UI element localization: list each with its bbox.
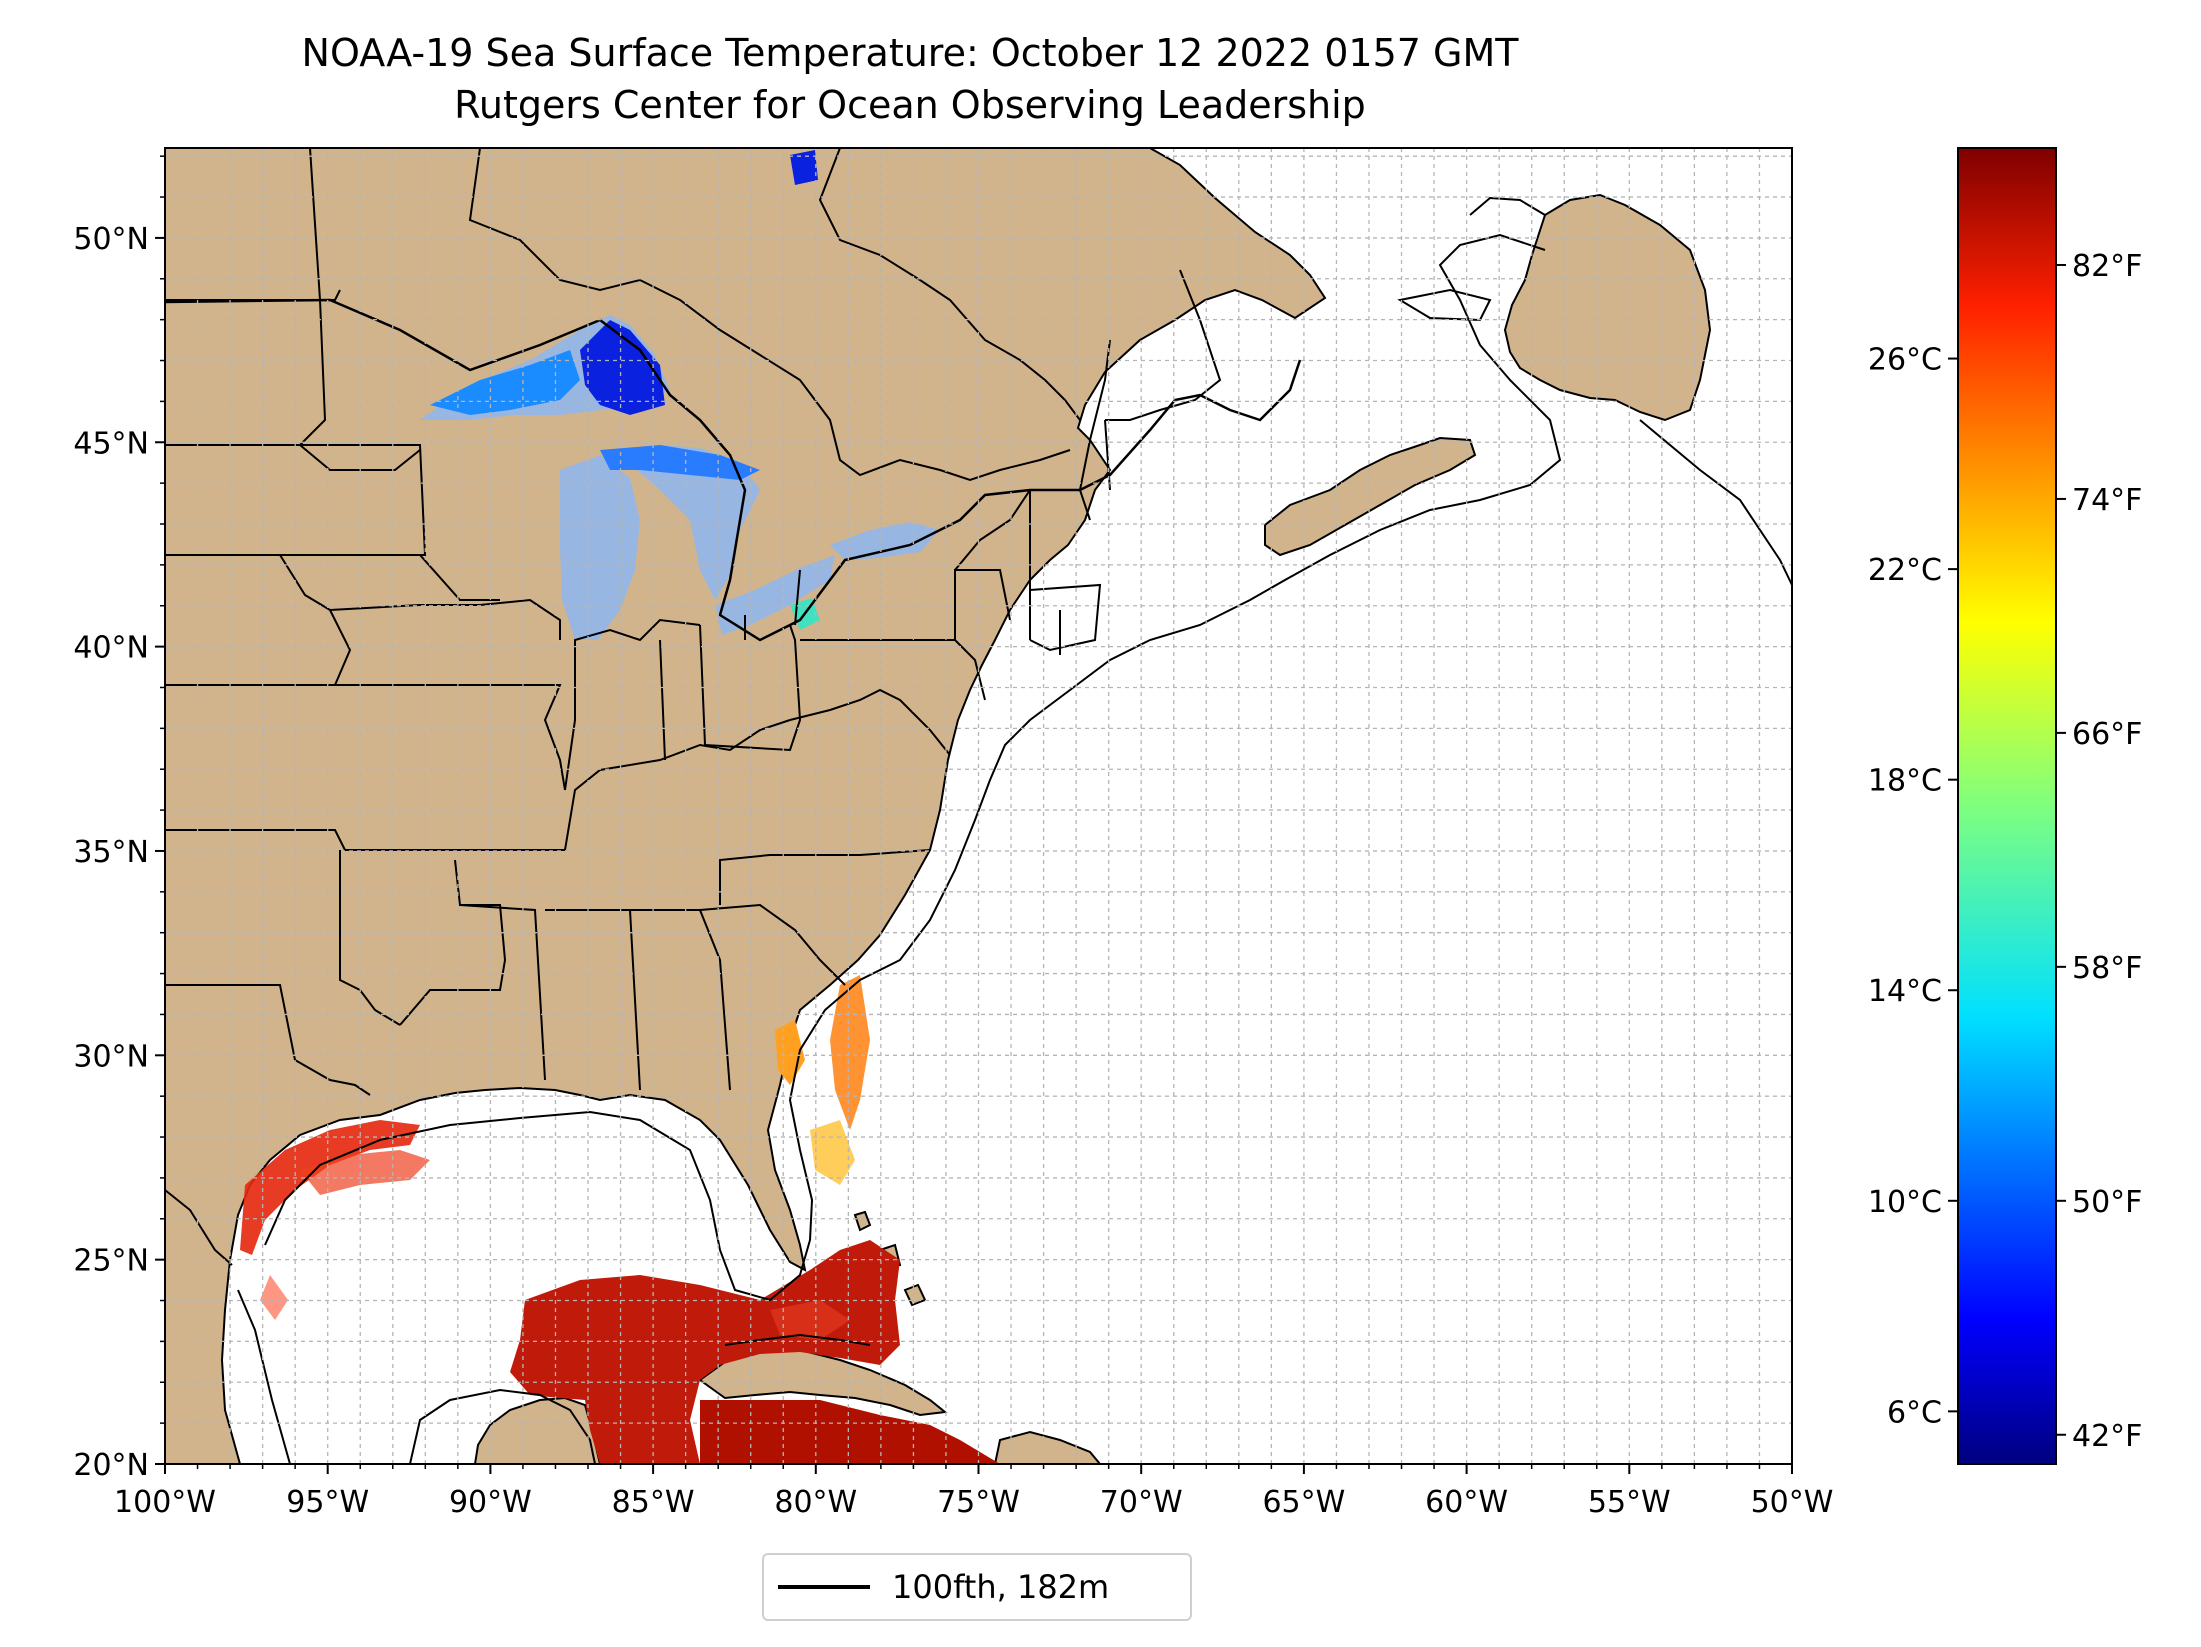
longitude-ticks: 100°W 95°W 90°W 85°W 80°W 75°W 70°W 65°W 60°W 55°… [114, 1464, 1833, 1520]
state-borders [165, 148, 1222, 1096]
sst-hudson-blue [790, 150, 818, 185]
fahrenheit-tick-label: 82°F [2072, 249, 2142, 284]
legend: 100fth, 182m [762, 1553, 1192, 1621]
land-newfoundland [1503, 193, 1712, 422]
colorbar [1957, 147, 2057, 1465]
map-subtitle: Rutgers Center for Ocean Observing Leade… [454, 83, 1366, 127]
lon-tick-label: 70°W [1100, 1485, 1183, 1520]
lon-tick-label: 50°W [1751, 1485, 1834, 1520]
lon-tick-label: 75°W [937, 1485, 1020, 1520]
fahrenheit-tick-label: 66°F [2072, 717, 2142, 752]
land-north-america [165, 148, 1327, 1464]
colorbar-celsius-ticks: 6°C 10°C 14°C 18°C 22°C 26°C [1868, 343, 1958, 1430]
celsius-tick-label: 22°C [1868, 553, 1942, 588]
legend-line-swatch [778, 1585, 870, 1589]
latitude-ticks: 20°N 25°N 30°N 35°N 40°N 45°N 50°N [73, 155, 165, 1483]
fahrenheit-tick-label: 58°F [2072, 951, 2142, 986]
sst-lake-superior-blue [430, 320, 820, 630]
legend-label: 100fth, 182m [892, 1568, 1110, 1606]
lat-tick-label: 30°N [73, 1039, 149, 1074]
lat-tick-label: 35°N [73, 835, 149, 870]
land-hispaniola [993, 1430, 1102, 1464]
lon-tick-label: 60°W [1425, 1485, 1508, 1520]
lat-tick-label: 25°N [73, 1244, 149, 1279]
fahrenheit-tick-label: 42°F [2072, 1419, 2142, 1454]
fahrenheit-tick-label: 74°F [2072, 483, 2142, 518]
lon-tick-label: 85°W [612, 1485, 695, 1520]
lon-tick-label: 55°W [1588, 1485, 1671, 1520]
lon-tick-label: 95°W [286, 1485, 369, 1520]
lon-tick-label: 80°W [774, 1485, 857, 1520]
lat-tick-label: 40°N [73, 631, 149, 666]
celsius-tick-label: 18°C [1868, 764, 1942, 799]
map-title: NOAA-19 Sea Surface Temperature: October… [301, 31, 1519, 75]
international-border [165, 298, 1302, 642]
sst-caribbean-darkred [510, 1240, 1000, 1464]
isobath-100fth [237, 196, 1792, 1464]
land-nova-scotia [1264, 436, 1477, 557]
colorbar-fahrenheit-ticks: 42°F 50°F 58°F 66°F 74°F 82°F [2056, 249, 2142, 1454]
lon-tick-label: 65°W [1262, 1485, 1345, 1520]
lon-tick-label: 100°W [114, 1485, 216, 1520]
lat-tick-label: 50°N [73, 222, 149, 257]
lat-tick-label: 20°N [73, 1448, 149, 1483]
celsius-tick-label: 26°C [1868, 343, 1942, 378]
lon-tick-label: 90°W [449, 1485, 532, 1520]
celsius-tick-label: 6°C [1887, 1395, 1942, 1430]
mexico-border [165, 1189, 233, 1266]
fahrenheit-tick-label: 50°F [2072, 1185, 2142, 1220]
celsius-tick-label: 14°C [1868, 974, 1942, 1009]
celsius-tick-label: 10°C [1868, 1185, 1942, 1220]
lat-tick-label: 45°N [73, 426, 149, 461]
sst-atlantic-orange [775, 975, 870, 1185]
sst-gulf-red [240, 1120, 430, 1320]
